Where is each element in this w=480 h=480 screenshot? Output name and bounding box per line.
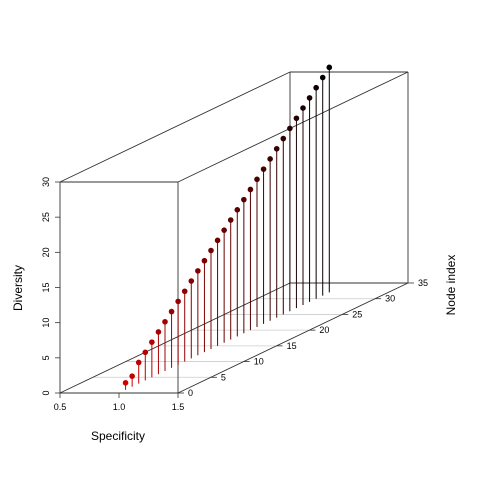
point-1: [122, 380, 129, 386]
x-tick-label-2: 1.5: [172, 402, 185, 412]
point-4: [142, 349, 149, 356]
base-grid: [60, 282, 408, 394]
y-tick-label-0: 0: [188, 388, 193, 398]
z-tick-label-2: 10: [41, 318, 51, 328]
box-edge-9: [177, 282, 409, 394]
point-15: [214, 237, 221, 244]
point-9: [175, 298, 181, 305]
point-7: [162, 318, 168, 325]
y-tick-label-7: 35: [418, 278, 428, 288]
point-29: [306, 95, 313, 101]
point-25: [280, 135, 287, 142]
box-edge-11: [59, 71, 291, 183]
plot-box: [59, 71, 409, 394]
z-tick-label-1: 5: [41, 355, 51, 360]
point-21: [254, 176, 260, 183]
point-16: [221, 227, 227, 233]
point-13: [201, 257, 208, 264]
x-axis-title: Specificity: [91, 429, 145, 443]
x-tick-label-1: 1.0: [113, 402, 126, 412]
point-10: [181, 288, 188, 295]
box-edge-8: [59, 282, 291, 394]
y-axis-title: Node index: [444, 255, 458, 316]
point-6: [155, 329, 162, 335]
point-20: [247, 186, 254, 193]
z-tick-label-0: 0: [41, 390, 51, 395]
point-27: [293, 115, 300, 122]
z-tick-label-3: 15: [41, 282, 51, 292]
point-2: [129, 373, 135, 379]
point-8: [168, 308, 175, 315]
y-tick-label-4: 20: [319, 325, 329, 335]
point-17: [227, 217, 234, 223]
point-19: [241, 196, 247, 203]
z-tick-label-5: 25: [41, 212, 51, 222]
point-23: [267, 156, 273, 162]
z-tick-label-6: 30: [41, 177, 51, 187]
point-22: [260, 166, 267, 172]
z-axis-title: Diversity: [11, 265, 25, 311]
point-12: [195, 268, 201, 274]
y-tick-label-1: 5: [221, 372, 226, 382]
point-18: [234, 207, 241, 213]
x-tick-label-0: 0.5: [54, 402, 67, 412]
point-28: [300, 105, 306, 111]
point-24: [273, 145, 280, 152]
y-tick-label-5: 25: [352, 309, 362, 319]
point-11: [188, 278, 195, 284]
box-edge-10: [177, 71, 409, 183]
data-points: [122, 64, 333, 386]
point-5: [149, 339, 155, 345]
y-tick-label-6: 30: [385, 294, 395, 304]
point-30: [313, 84, 319, 91]
drop-lines: [125, 67, 330, 390]
point-26: [287, 125, 293, 132]
y-tick-label-3: 15: [287, 341, 297, 351]
y-tick-label-2: 10: [254, 357, 264, 367]
point-31: [319, 74, 326, 81]
point-14: [208, 247, 214, 254]
z-tick-label-4: 20: [41, 247, 51, 257]
point-3: [135, 359, 142, 366]
point-32: [326, 64, 333, 71]
